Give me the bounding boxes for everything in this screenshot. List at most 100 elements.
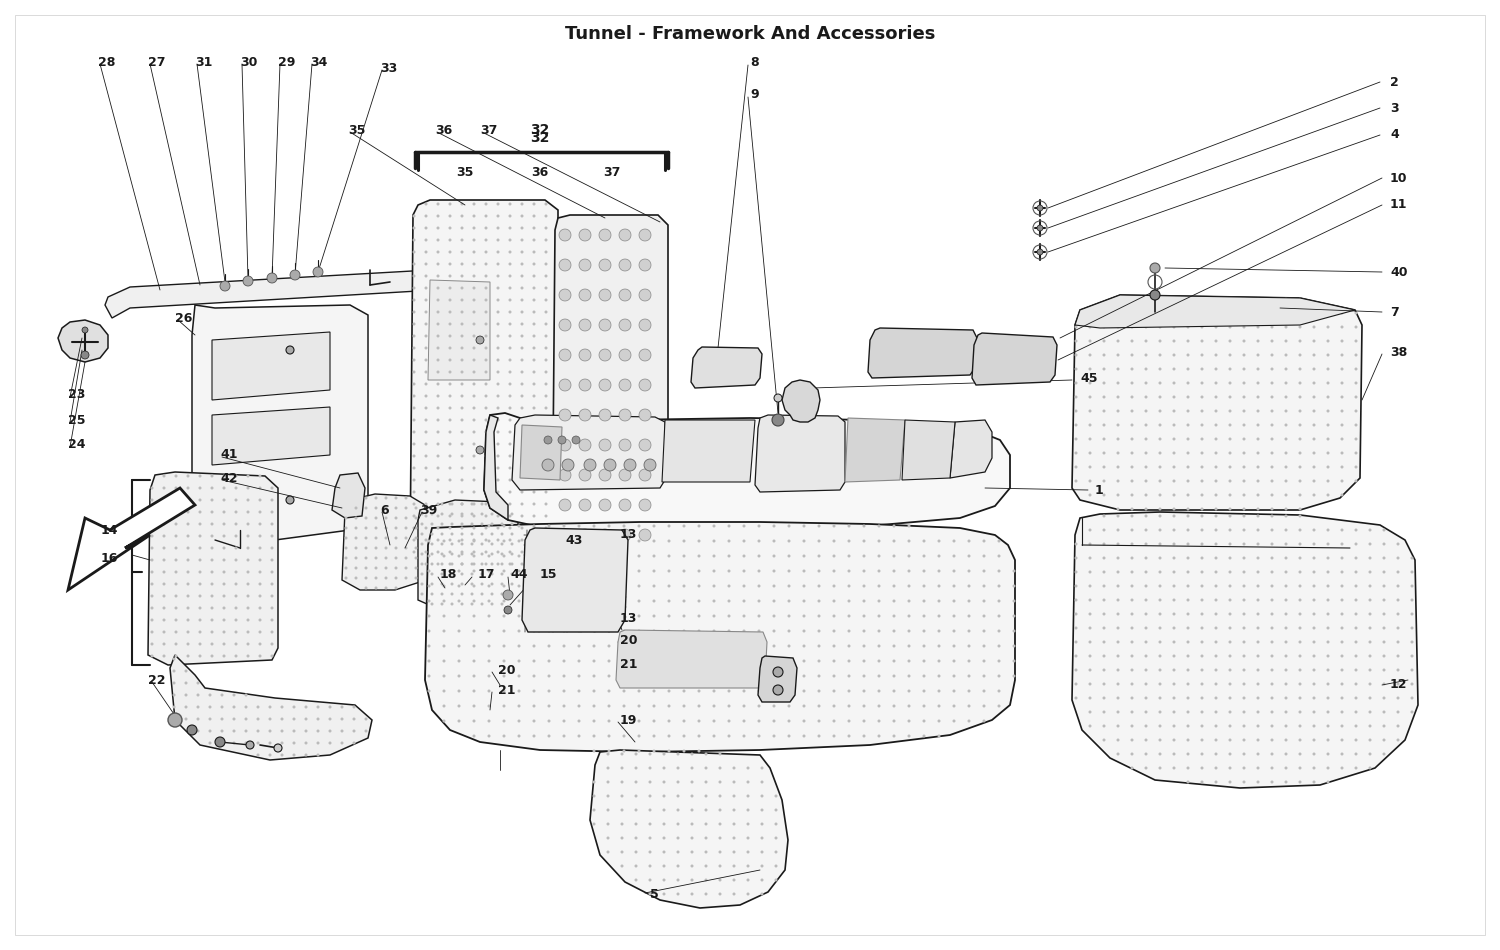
Circle shape [982,659,986,662]
Circle shape [847,540,850,542]
Circle shape [544,298,548,301]
Circle shape [732,864,735,867]
Circle shape [802,569,806,573]
Circle shape [1410,557,1413,560]
Circle shape [1089,466,1092,468]
Circle shape [427,659,430,662]
Circle shape [413,275,416,277]
Circle shape [1131,598,1134,601]
Circle shape [450,582,453,585]
Circle shape [847,705,850,708]
Circle shape [712,705,716,708]
Circle shape [772,630,776,633]
Circle shape [758,644,760,648]
Circle shape [484,503,488,505]
Circle shape [510,522,513,525]
Circle shape [1326,451,1329,454]
Circle shape [544,287,548,290]
Text: 4: 4 [1390,128,1398,142]
Circle shape [668,719,670,723]
Circle shape [938,555,940,558]
Circle shape [496,407,500,409]
Circle shape [172,706,176,709]
Circle shape [922,599,926,602]
Circle shape [1326,480,1329,483]
Circle shape [772,584,776,587]
Circle shape [758,540,760,542]
Circle shape [441,582,444,585]
Circle shape [484,226,488,230]
Circle shape [436,251,439,254]
Circle shape [436,550,439,554]
Circle shape [682,615,686,618]
Circle shape [952,719,956,723]
Circle shape [833,644,836,648]
Circle shape [772,569,776,573]
Circle shape [518,524,520,527]
Circle shape [862,644,865,648]
Circle shape [968,569,970,573]
Circle shape [518,644,520,648]
Circle shape [548,719,550,723]
Circle shape [503,644,506,648]
Text: 16: 16 [100,552,118,564]
Circle shape [663,823,666,826]
Circle shape [458,630,460,633]
Circle shape [698,719,700,723]
Circle shape [1144,382,1148,385]
Circle shape [448,322,452,326]
Circle shape [196,681,200,685]
Text: 10: 10 [1390,172,1407,184]
Circle shape [1299,738,1302,742]
Circle shape [1173,507,1176,510]
Circle shape [998,569,1000,573]
Circle shape [1158,480,1161,483]
Circle shape [968,599,970,602]
Circle shape [274,744,282,752]
Circle shape [1116,528,1119,531]
Circle shape [548,615,550,618]
Circle shape [652,555,656,558]
Circle shape [638,615,640,618]
Circle shape [648,837,651,840]
Circle shape [774,794,777,797]
Circle shape [520,298,524,301]
Circle shape [1242,424,1245,427]
Circle shape [802,659,806,662]
Circle shape [690,808,693,811]
Circle shape [1228,466,1232,468]
Circle shape [532,454,536,458]
Polygon shape [844,418,904,482]
Circle shape [1089,613,1092,616]
Circle shape [1341,640,1344,643]
Circle shape [544,383,548,386]
Circle shape [1270,353,1274,356]
Circle shape [1215,339,1218,343]
Circle shape [747,808,750,811]
Circle shape [304,753,307,756]
Circle shape [982,690,986,693]
Circle shape [458,569,460,573]
Circle shape [375,537,378,540]
Circle shape [436,419,439,422]
Circle shape [1257,682,1260,686]
Circle shape [488,569,490,573]
Circle shape [496,287,500,290]
Circle shape [1257,297,1260,300]
Circle shape [1299,557,1302,560]
Circle shape [728,584,730,587]
Circle shape [712,630,716,633]
Circle shape [496,479,500,482]
Circle shape [592,808,596,811]
Circle shape [1242,752,1245,755]
Circle shape [328,717,332,720]
Circle shape [186,559,189,561]
Circle shape [644,459,656,471]
Circle shape [1284,598,1287,601]
Circle shape [1102,669,1106,672]
Circle shape [1270,515,1274,518]
Circle shape [544,550,548,554]
Circle shape [1102,339,1106,343]
Circle shape [892,690,896,693]
Circle shape [290,270,300,280]
